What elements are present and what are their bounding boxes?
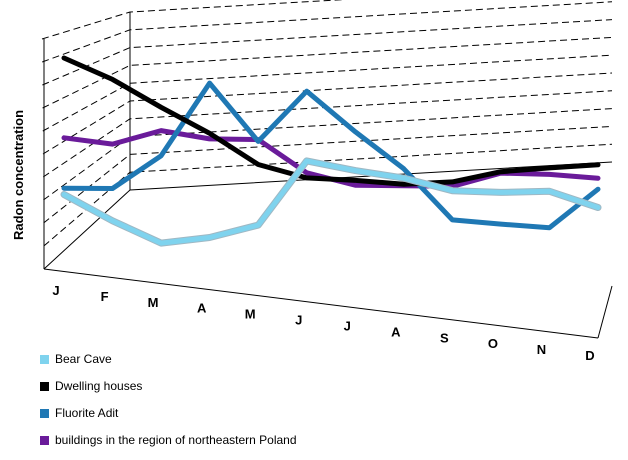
x-tick-label: S (440, 330, 449, 345)
x-tick-label: O (488, 336, 498, 351)
legend-item: buildings in the region of northeastern … (40, 433, 297, 447)
gridline (41, 0, 346, 40)
legend-item: Dwelling houses (40, 379, 297, 393)
x-tick-label: J (52, 283, 59, 298)
legend-item: Bear Cave (40, 352, 297, 366)
legend-label: Bear Cave (55, 352, 112, 366)
legend-swatch (40, 435, 49, 445)
legend-swatch (40, 354, 49, 364)
legend-label: Fluorite Adit (55, 406, 119, 420)
series-line-fluorite-adit (61, 80, 601, 231)
legend-swatch (40, 381, 49, 391)
legend-label: buildings in the region of northeastern … (55, 433, 297, 447)
gridline (42, 36, 613, 109)
x-tick-label: M (148, 295, 159, 310)
series-line-bear-cave (61, 158, 601, 246)
x-axis-ticks: J F M A M J J A S O N D (52, 283, 594, 363)
x-tick-label: N (537, 342, 546, 357)
floor-right-edge (597, 285, 613, 339)
x-tick-label: D (585, 348, 594, 363)
chart-legend: Bear Cave Dwelling houses Fluorite Adit bui… (40, 352, 297, 460)
chart-series (60, 55, 602, 247)
x-tick-label: A (197, 301, 207, 316)
legend-swatch (40, 408, 49, 418)
floor-front-edge (43, 268, 599, 339)
x-tick-label: J (295, 313, 302, 328)
gridline (42, 19, 613, 86)
line-chart: J F M A M J J A S O N D Radon concentration (11, 0, 613, 363)
legend-item: Fluorite Adit (40, 406, 297, 420)
x-tick-label: A (391, 324, 401, 339)
x-tick-label: J (344, 318, 351, 333)
series-line-dwelling-houses (61, 55, 601, 187)
x-tick-label: M (245, 307, 256, 322)
gridline (43, 108, 613, 201)
x-tick-label: F (101, 289, 109, 304)
y-axis-label: Radon concentration (11, 110, 26, 240)
gridline (42, 1, 613, 63)
legend-label: Dwelling houses (55, 379, 143, 393)
